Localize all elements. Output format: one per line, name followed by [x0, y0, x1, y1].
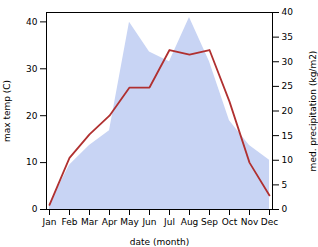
svg-text:35: 35: [282, 32, 293, 42]
svg-text:Sep: Sep: [201, 217, 218, 227]
svg-text:med. precipitation (kg/m2): med. precipitation (kg/m2): [308, 51, 318, 172]
svg-text:max temp (C): max temp (C): [2, 80, 12, 142]
svg-text:30: 30: [282, 57, 294, 67]
svg-text:Jan: Jan: [42, 217, 57, 227]
svg-text:5: 5: [282, 180, 288, 190]
svg-text:10: 10: [282, 155, 294, 165]
svg-text:date (month): date (month): [130, 237, 189, 247]
svg-text:Oct: Oct: [222, 217, 238, 227]
svg-text:20: 20: [26, 111, 38, 121]
svg-text:20: 20: [282, 106, 294, 116]
svg-text:40: 40: [26, 17, 38, 27]
svg-text:Feb: Feb: [62, 217, 78, 227]
svg-text:0: 0: [282, 204, 288, 214]
svg-text:Jul: Jul: [163, 217, 175, 227]
svg-text:Apr: Apr: [102, 217, 118, 227]
svg-text:40: 40: [282, 7, 294, 17]
svg-text:May: May: [120, 217, 139, 227]
svg-text:Mar: Mar: [81, 217, 98, 227]
svg-text:25: 25: [282, 81, 293, 91]
svg-text:30: 30: [26, 64, 38, 74]
svg-text:0: 0: [32, 204, 38, 214]
svg-text:15: 15: [282, 131, 293, 141]
svg-text:10: 10: [26, 157, 38, 167]
svg-text:Aug: Aug: [181, 217, 199, 227]
svg-text:Jun: Jun: [141, 217, 156, 227]
svg-text:Nov: Nov: [241, 217, 259, 227]
svg-text:Dec: Dec: [261, 217, 278, 227]
